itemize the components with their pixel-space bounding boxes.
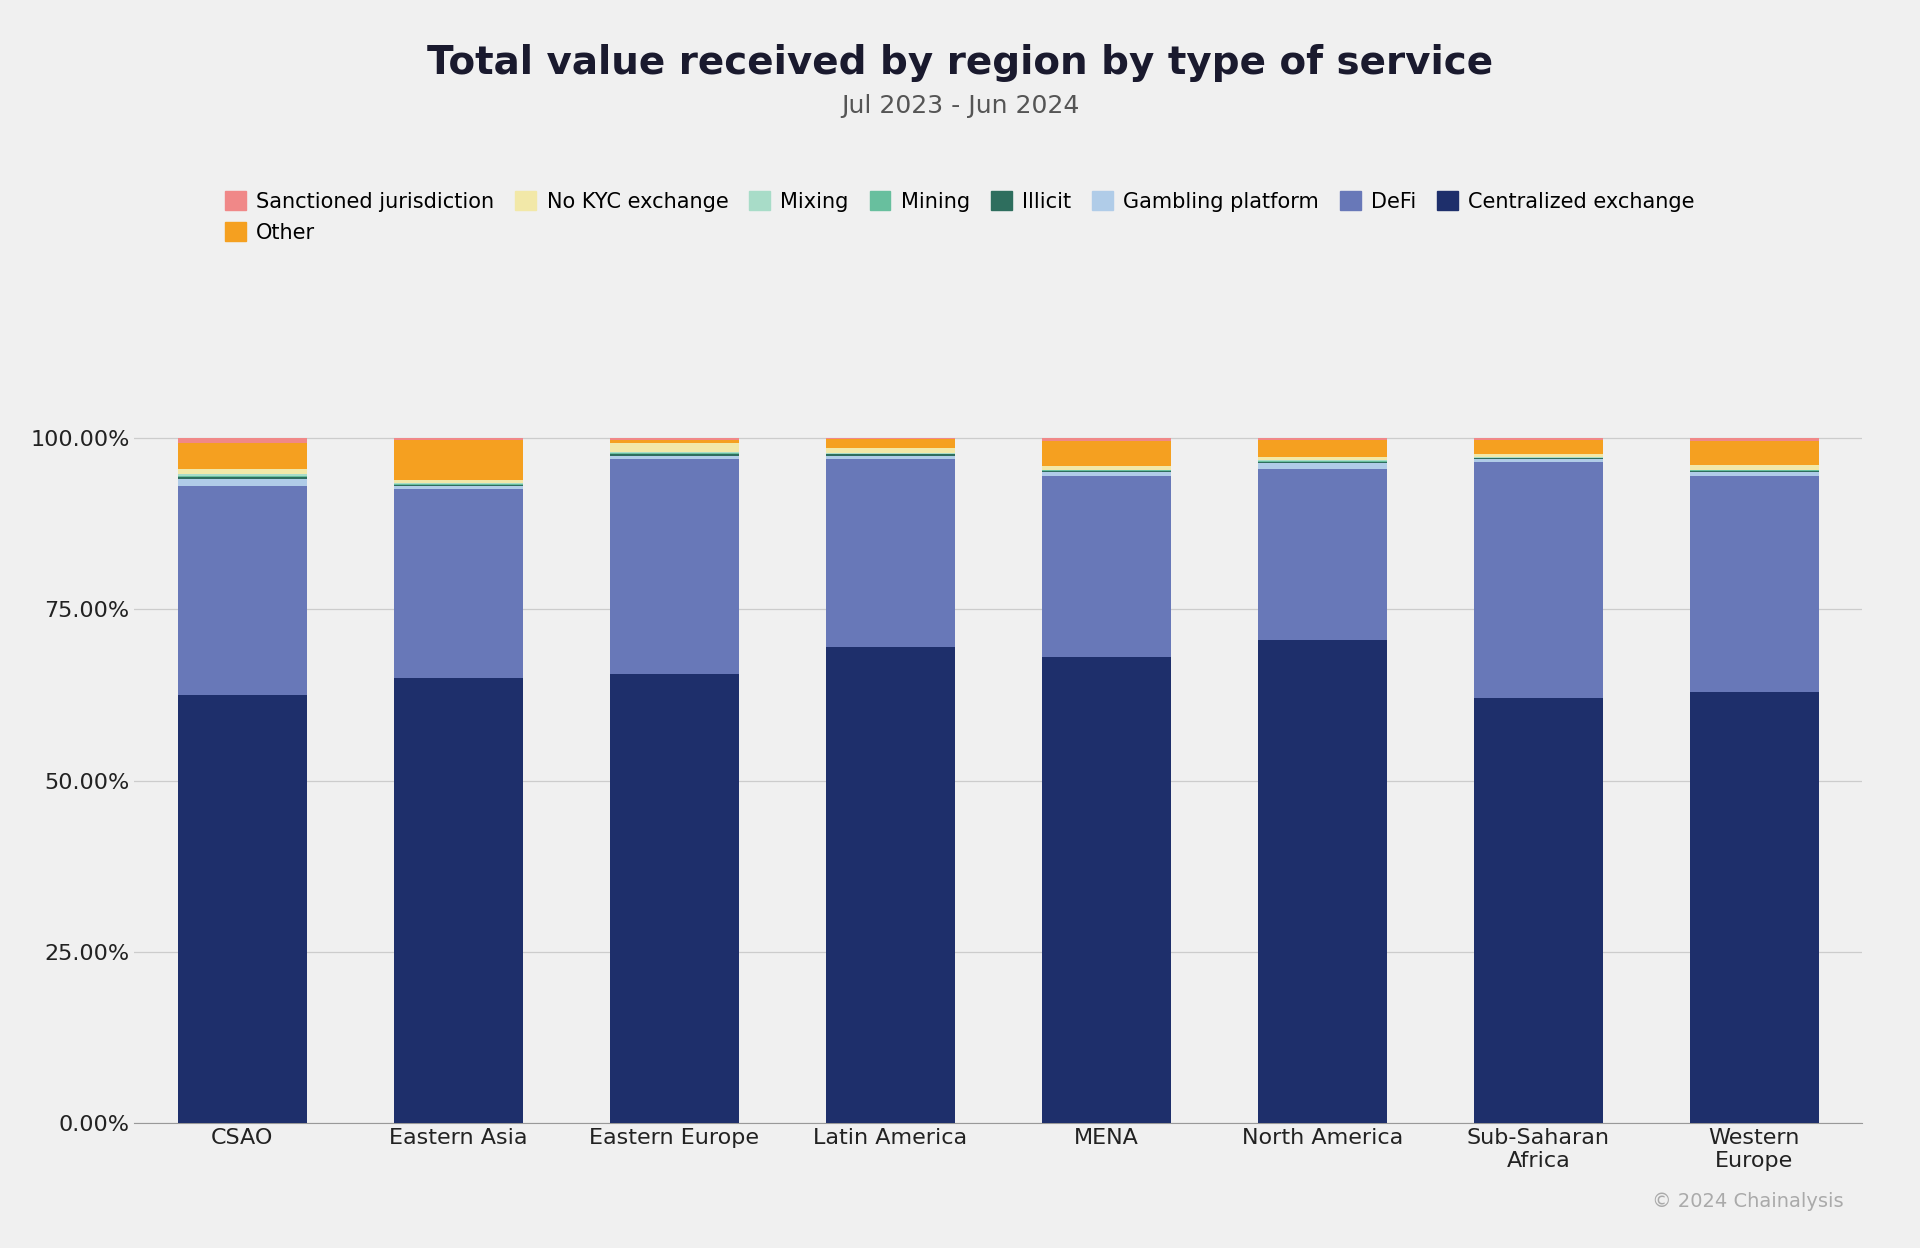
Bar (394, 438, 522, 441)
Bar (1258, 441, 1386, 457)
Bar (1690, 466, 1818, 469)
Bar (1690, 472, 1818, 475)
Bar (609, 439, 739, 443)
Bar (609, 454, 739, 456)
Bar (609, 443, 739, 452)
Bar (1041, 438, 1171, 442)
Bar (177, 695, 307, 1123)
Bar (394, 441, 522, 479)
Bar (1258, 462, 1386, 463)
Bar (394, 484, 522, 485)
Bar (1690, 438, 1818, 442)
Bar (1475, 699, 1603, 1123)
Bar (609, 674, 739, 1123)
Text: © 2024 Chainalysis: © 2024 Chainalysis (1651, 1192, 1843, 1211)
Bar (1041, 466, 1171, 469)
Bar (177, 479, 307, 485)
Bar (1690, 475, 1818, 691)
Bar (1475, 454, 1603, 457)
Bar (394, 485, 522, 489)
Bar (1258, 469, 1386, 640)
Bar (1041, 472, 1171, 475)
Bar (1258, 640, 1386, 1123)
Legend: Sanctioned jurisdiction, Other, No KYC exchange, Mixing, Mining, Illicit, Gambli: Sanctioned jurisdiction, Other, No KYC e… (225, 191, 1695, 242)
Bar (394, 678, 522, 1123)
Bar (1258, 461, 1386, 462)
Bar (394, 479, 522, 483)
Bar (826, 448, 954, 453)
Text: Total value received by region by type of service: Total value received by region by type o… (426, 44, 1494, 81)
Bar (177, 475, 307, 477)
Bar (609, 438, 739, 439)
Bar (826, 454, 954, 456)
Bar (177, 485, 307, 695)
Bar (1475, 438, 1603, 441)
Bar (826, 456, 954, 458)
Bar (1690, 442, 1818, 466)
Bar (1690, 691, 1818, 1123)
Bar (1475, 441, 1603, 454)
Bar (1690, 470, 1818, 472)
Bar (826, 458, 954, 646)
Bar (1041, 442, 1171, 466)
Bar (826, 646, 954, 1123)
Bar (177, 438, 307, 443)
Bar (1258, 463, 1386, 469)
Bar (1475, 459, 1603, 462)
Text: Jul 2023 - Jun 2024: Jul 2023 - Jun 2024 (841, 94, 1079, 117)
Bar (1258, 457, 1386, 461)
Bar (177, 474, 307, 475)
Bar (1258, 438, 1386, 441)
Bar (394, 489, 522, 678)
Bar (609, 452, 739, 453)
Bar (177, 477, 307, 479)
Bar (826, 438, 954, 439)
Bar (609, 456, 739, 458)
Bar (826, 439, 954, 448)
Bar (177, 443, 307, 469)
Bar (609, 458, 739, 674)
Bar (1041, 658, 1171, 1123)
Bar (1041, 470, 1171, 472)
Bar (1041, 475, 1171, 658)
Bar (1475, 462, 1603, 699)
Bar (177, 469, 307, 474)
